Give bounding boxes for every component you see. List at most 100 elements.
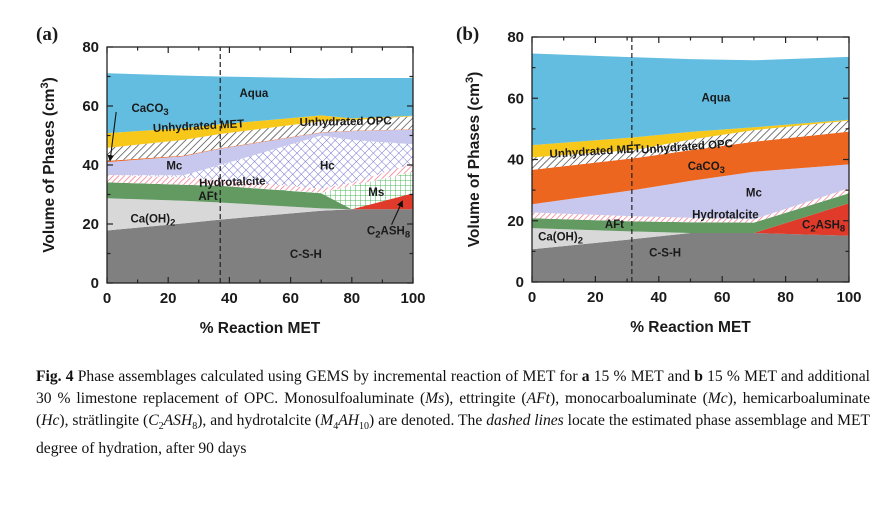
caption-segment: ), strätlingite ( bbox=[59, 412, 149, 429]
label-opc-main: Unhydrated OPC bbox=[300, 115, 392, 129]
x-tick-label: 0 bbox=[103, 290, 111, 307]
label-ch-sub: 2 bbox=[170, 218, 175, 229]
label-c2ash8: C2ASH8 bbox=[802, 219, 845, 234]
area-caco3 bbox=[107, 129, 413, 163]
label-aft: AFt bbox=[605, 219, 624, 231]
label-mc: Mc bbox=[166, 160, 183, 172]
caption-segment: ), hemicarboaluminate ( bbox=[36, 390, 870, 429]
label-ms-main: Ms bbox=[368, 187, 384, 199]
x-tick-label: 0 bbox=[528, 289, 536, 306]
caption-segment: dashed lines bbox=[486, 412, 564, 429]
caption-segment: AH bbox=[338, 412, 360, 429]
label-aft: AFt bbox=[198, 191, 217, 203]
label-aqua-main: Aqua bbox=[701, 92, 730, 104]
label-c2ash8-sub: 2 bbox=[810, 223, 815, 234]
panel-label: (a) bbox=[36, 24, 58, 45]
label-hydrotalcite-main: Hydrotalcite bbox=[692, 210, 758, 222]
caption-segment: a bbox=[581, 368, 590, 385]
y-tick-label: 80 bbox=[507, 29, 524, 46]
label-aqua-main: Aqua bbox=[240, 88, 269, 100]
label-hc-main: Hc bbox=[320, 160, 335, 172]
arrow-caco3 bbox=[107, 111, 117, 162]
label-caco3-main: CaCO bbox=[688, 161, 720, 173]
panel-a-chart: 0 20 40 60 80 100020406080AquaCaCO3Unhydrated… bbox=[36, 24, 426, 337]
caption-segment: Hc bbox=[41, 412, 60, 429]
y-tick-label: 40 bbox=[507, 152, 524, 169]
arrow-c2ash8 bbox=[391, 200, 403, 225]
y-tick-label: 60 bbox=[507, 90, 524, 107]
caption-segment: C bbox=[148, 412, 159, 429]
caption-segment: 10 bbox=[359, 421, 370, 433]
area-unhydrated-opc bbox=[532, 120, 849, 170]
label-csh-main: C-S-H bbox=[290, 249, 322, 261]
label-opc: Unhydrated OPC bbox=[300, 115, 392, 129]
y-tick-label: 60 bbox=[82, 98, 99, 115]
area-caco3 bbox=[532, 131, 849, 205]
x-tick-label: 20 bbox=[160, 290, 177, 307]
y-axis-label-main: Volume of Phases (cm bbox=[41, 89, 58, 253]
y-tick-label: 80 bbox=[82, 39, 99, 56]
x-tick-label: 20 bbox=[587, 289, 604, 306]
y-tick-label: 20 bbox=[507, 213, 524, 230]
y-axis-label-sup: 3 bbox=[464, 77, 476, 83]
y-axis-label: Volume of Phases (cm3) bbox=[39, 77, 58, 253]
label-c2ash8-sub: 2 bbox=[375, 229, 380, 240]
caption-segment: ) are denoted. The bbox=[369, 412, 487, 429]
label-ch: Ca(OH)2 bbox=[130, 214, 175, 229]
x-axis-label: % Reaction MET bbox=[200, 320, 321, 337]
caption-segment: b bbox=[694, 368, 703, 385]
label-hc: Hc bbox=[320, 160, 335, 172]
label-c2ash8-main: C bbox=[367, 225, 375, 237]
label-met-main: Unhydrated MET bbox=[549, 143, 641, 161]
x-tick-label: 60 bbox=[282, 290, 299, 307]
caption-segment: ), and hydrotalcite ( bbox=[197, 412, 321, 429]
caption-segment: M bbox=[320, 412, 334, 429]
figure-4: 0 20 40 60 80 100020406080AquaCaCO3Unhydrated… bbox=[36, 24, 862, 337]
x-tick-label: 60 bbox=[714, 289, 731, 306]
caption-segment: Fig. 4 bbox=[36, 368, 74, 385]
label-csh: C-S-H bbox=[290, 249, 322, 261]
label-ch: Ca(OH)2 bbox=[538, 232, 583, 247]
label-caco3-sub: 3 bbox=[163, 107, 168, 118]
label-c2ash8: C2ASH8 bbox=[367, 225, 410, 240]
area-hc bbox=[107, 135, 413, 189]
caption-segment: AFt bbox=[526, 390, 551, 407]
caption-segment: ), monocarboaluminate ( bbox=[550, 390, 708, 407]
label-hydrotalcite: Hydrotalcite bbox=[692, 210, 758, 222]
caption-segment: 4 bbox=[333, 421, 339, 433]
figure-caption: Fig. 4 Phase assemblages calculated usin… bbox=[36, 366, 870, 460]
area-ca-oh-2 bbox=[107, 193, 413, 231]
area-ms bbox=[107, 171, 413, 210]
area-unhydrated-met bbox=[532, 119, 849, 158]
area-aqua bbox=[107, 73, 413, 134]
y-axis-label-end: ) bbox=[466, 72, 483, 77]
area-hydrotalcite bbox=[532, 188, 849, 223]
label-ch-main: Ca(OH) bbox=[538, 232, 578, 244]
label-caco3-main: CaCO bbox=[131, 103, 163, 115]
y-axis-label-end: ) bbox=[41, 77, 58, 82]
panel-label: (b) bbox=[456, 24, 479, 45]
label-ch-sub: 2 bbox=[578, 236, 583, 247]
x-tick-label: 80 bbox=[777, 289, 794, 306]
label-caco3: CaCO3 bbox=[688, 161, 725, 176]
x-tick-label: 80 bbox=[343, 290, 360, 307]
x-tick-label: 100 bbox=[400, 290, 425, 307]
label-c2ash8-sub2: 8 bbox=[840, 223, 845, 234]
caption-segment: 15 % MET and bbox=[589, 368, 695, 385]
y-axis-label: Volume of Phases (cm3) bbox=[464, 72, 483, 248]
label-met-main: Unhydrated MET bbox=[153, 118, 245, 135]
area-hydrotalcite bbox=[107, 163, 413, 193]
area-mc bbox=[107, 129, 413, 176]
label-hydrotalcite: Hydrotalcite bbox=[199, 175, 266, 189]
x-tick-label: 40 bbox=[221, 290, 238, 307]
label-aqua: Aqua bbox=[240, 88, 269, 100]
y-axis-label-main: Volume of Phases (cm bbox=[466, 83, 483, 247]
area-aqua bbox=[532, 53, 849, 146]
area-c-s-h bbox=[107, 209, 413, 283]
area-ca-oh-2 bbox=[532, 203, 849, 250]
x-axis-label: % Reaction MET bbox=[630, 319, 751, 336]
label-hydrotalcite-main: Hydrotalcite bbox=[199, 175, 266, 189]
y-tick-label: 0 bbox=[516, 274, 524, 291]
area-aft bbox=[532, 193, 849, 233]
